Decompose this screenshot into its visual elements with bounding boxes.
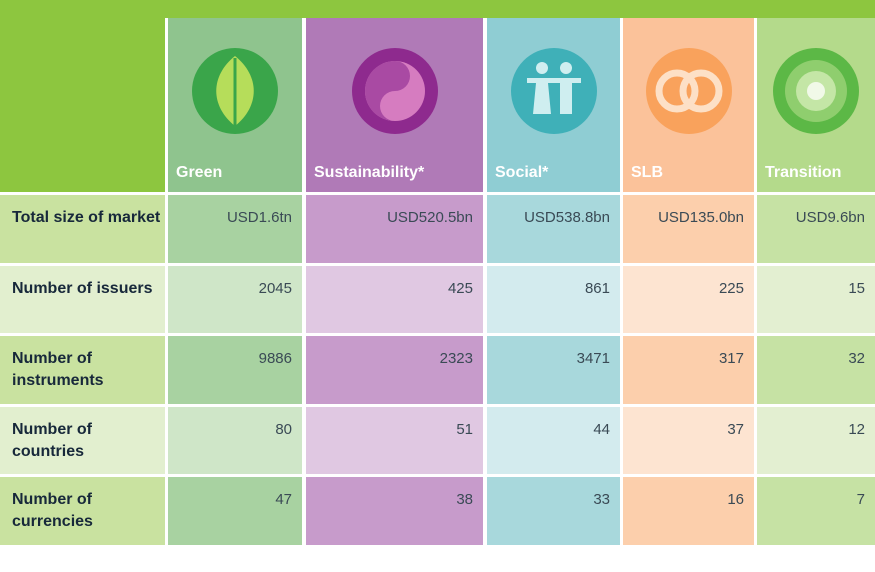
value-cell: 2323 — [306, 336, 483, 404]
column-name: Sustainability* — [314, 164, 425, 181]
column-icon — [351, 48, 438, 134]
column-name: Social* — [495, 164, 549, 181]
value-cell: 7 — [757, 477, 875, 545]
value-cell: 15 — [757, 265, 875, 333]
header-label-cell — [0, 18, 165, 192]
value-cell: 33 — [487, 477, 620, 545]
row-label: Number of issuers — [0, 265, 165, 333]
value-cell: 38 — [306, 477, 483, 545]
value-cell: 317 — [623, 336, 754, 404]
column-header: Sustainability* — [306, 18, 483, 192]
row-label: Total size of market — [0, 195, 165, 263]
column-header: Social* — [487, 18, 620, 192]
value-cell: 47 — [168, 477, 302, 545]
value-cell: 425 — [306, 265, 483, 333]
column-icon — [773, 48, 859, 134]
value-cell: USD9.6bn — [757, 195, 875, 263]
column-icon — [510, 48, 597, 134]
value-cell: 225 — [623, 265, 754, 333]
column-header: Transition — [757, 18, 875, 192]
value-cell: 32 — [757, 336, 875, 404]
value-cell: 2045 — [168, 265, 302, 333]
value-cell: 16 — [623, 477, 754, 545]
column-header: SLB — [623, 18, 754, 192]
value-cell: 3471 — [487, 336, 620, 404]
value-cell: 12 — [757, 406, 875, 474]
value-cell: USD1.6tn — [168, 195, 302, 263]
value-cell: 51 — [306, 406, 483, 474]
value-cell: 80 — [168, 406, 302, 474]
value-cell: USD538.8bn — [487, 195, 620, 263]
column-name: Green — [176, 164, 223, 181]
value-cell: 861 — [487, 265, 620, 333]
column-name: SLB — [631, 164, 663, 181]
value-cell: USD135.0bn — [623, 195, 754, 263]
value-cell: 37 — [623, 406, 754, 474]
column-icon — [645, 48, 732, 134]
column-name: Transition — [765, 164, 842, 181]
column-icon — [192, 48, 278, 134]
row-label: Number of instruments — [0, 336, 165, 404]
row-label: Number of currencies — [0, 477, 165, 545]
value-cell: USD520.5bn — [306, 195, 483, 263]
top-bar — [0, 0, 875, 18]
row-label: Number of countries — [0, 406, 165, 474]
column-header: Green — [168, 18, 302, 192]
value-cell: 44 — [487, 406, 620, 474]
value-cell: 9886 — [168, 336, 302, 404]
